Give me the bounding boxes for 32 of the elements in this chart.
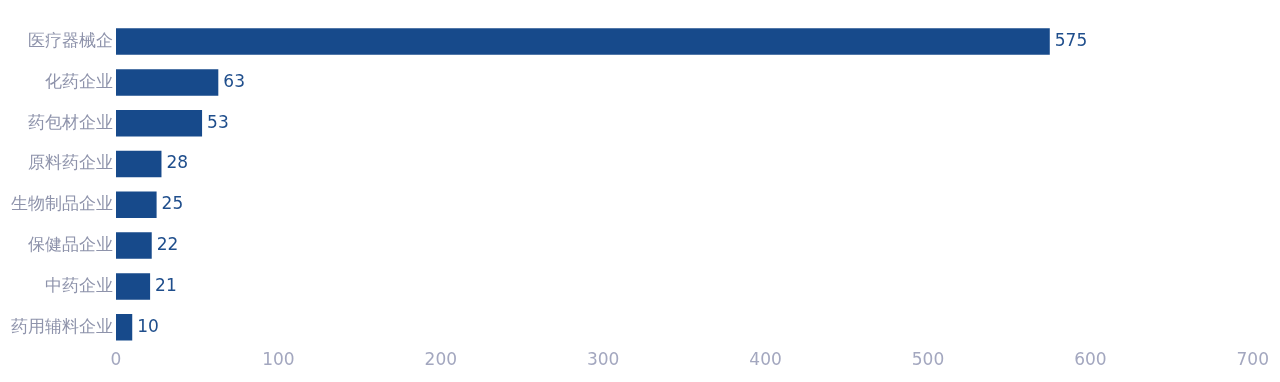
y-tick-label: 原料药企业 (28, 152, 113, 173)
y-tick-label: 化药企业 (45, 70, 113, 91)
x-tick-label: 600 (1074, 349, 1107, 370)
data-label: 25 (161, 193, 184, 214)
x-tick-label: 200 (424, 349, 458, 370)
y-tick-label: 医疗器械企 (28, 30, 113, 51)
y-tick-label: 保健品企业 (28, 234, 113, 255)
x-tick-label: 400 (749, 349, 782, 370)
data-label: 22 (156, 234, 179, 255)
bar (116, 69, 219, 96)
y-tick-label: 中药企业 (45, 274, 113, 295)
bar (116, 273, 151, 300)
x-tick-label: 700 (1236, 349, 1269, 370)
bar (116, 191, 157, 219)
x-tick-label: 500 (911, 349, 945, 370)
data-label: 53 (207, 111, 229, 132)
bar (116, 150, 162, 178)
y-tick-label: 药用辅料企业 (11, 315, 113, 336)
x-tick-label: 300 (586, 349, 620, 370)
y-tick-label: 生物制品企业 (11, 193, 113, 214)
bar (116, 109, 203, 137)
data-label: 575 (1054, 30, 1088, 51)
data-label: 63 (223, 70, 245, 91)
x-tick-label: 100 (262, 349, 295, 370)
x-tick-label: 0 (110, 349, 122, 370)
bar (116, 313, 133, 341)
data-label: 10 (137, 315, 159, 336)
data-label: 21 (155, 274, 177, 295)
data-label: 28 (166, 152, 189, 173)
bar (116, 28, 1050, 55)
bar (116, 232, 152, 259)
y-tick-label: 药包材企业 (28, 111, 113, 132)
